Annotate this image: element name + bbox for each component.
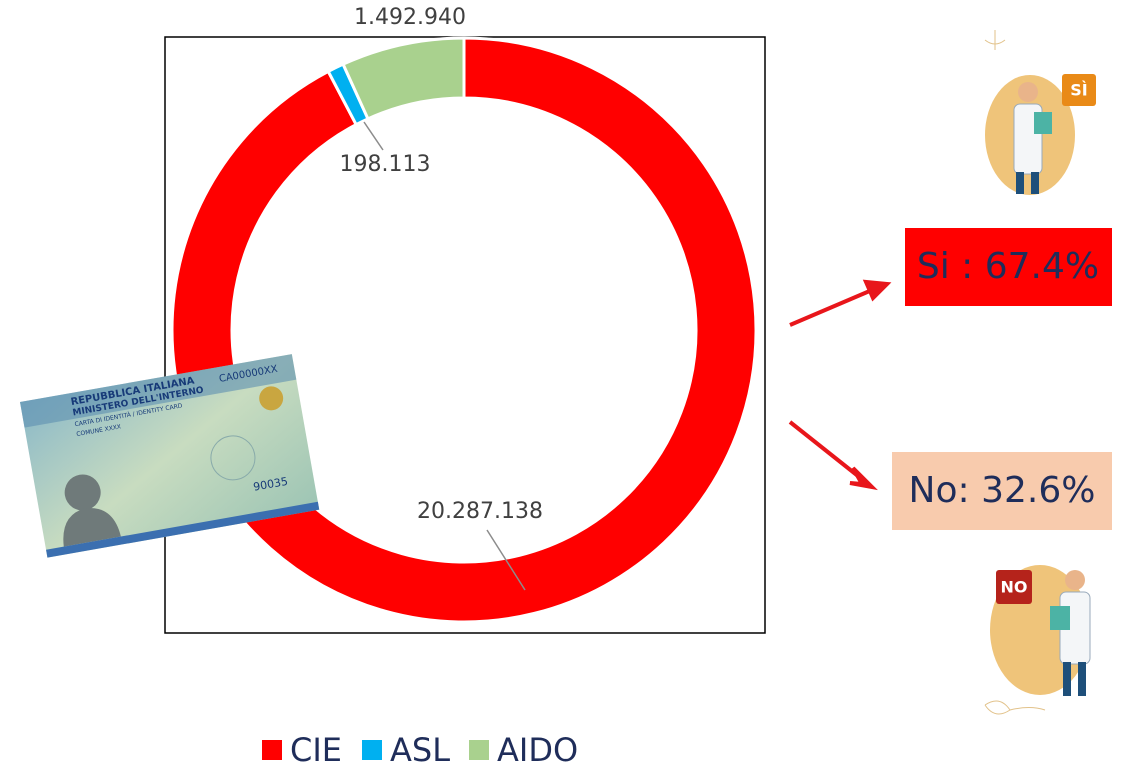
card-photo-body	[63, 508, 121, 547]
clipboard	[1034, 112, 1052, 134]
leader-line	[363, 121, 384, 151]
donut-slice	[170, 36, 758, 624]
no-label: No: 32.6%	[909, 470, 1096, 511]
leader-line	[486, 529, 526, 591]
card-text: 90035	[252, 475, 289, 494]
leg	[1016, 172, 1024, 194]
no-box	[892, 452, 1112, 530]
data-label: 1.492.940	[354, 5, 466, 30]
arrow-head	[862, 279, 892, 302]
legend-swatch	[362, 740, 382, 760]
data-label: 20.287.138	[417, 499, 543, 524]
decor	[984, 700, 1046, 715]
legend: CIE ASL AIDO	[262, 731, 578, 769]
legend-label: AIDO	[497, 731, 578, 769]
card-photo-head	[64, 474, 101, 511]
card-band	[20, 354, 297, 428]
legend-swatch	[469, 740, 489, 760]
leg	[1031, 172, 1039, 194]
doctor-yes: SÌ	[984, 30, 1096, 195]
arrow	[789, 288, 873, 327]
legend-label: ASL	[390, 731, 450, 769]
clipboard	[1050, 606, 1070, 630]
badge-text: NO	[1001, 578, 1028, 597]
decor	[984, 30, 1006, 50]
doctor-no: NO	[984, 565, 1091, 715]
donut-slice	[341, 36, 466, 121]
yes-box	[905, 228, 1112, 306]
donut: 20.287.138 198.113 1.492.940	[170, 5, 758, 624]
data-label: 198.113	[340, 152, 431, 177]
yes-label: Si : 67.4%	[917, 246, 1099, 287]
card-chip	[259, 386, 284, 411]
legend-swatch	[262, 740, 282, 760]
id-card: REPUBBLICA ITALIANA MINISTERO DELL'INTER…	[20, 354, 320, 558]
badge	[996, 570, 1032, 604]
head	[1065, 570, 1085, 590]
badge	[1062, 74, 1096, 106]
card-stripe	[46, 501, 320, 558]
arrow	[788, 420, 860, 478]
leg	[1078, 662, 1086, 696]
badge-text: SÌ	[1070, 81, 1087, 100]
arrow-head	[849, 466, 878, 491]
legend-label: CIE	[290, 731, 342, 769]
leg	[1063, 662, 1071, 696]
card-seal	[210, 435, 256, 481]
arrows	[788, 279, 892, 491]
head	[1018, 82, 1038, 102]
